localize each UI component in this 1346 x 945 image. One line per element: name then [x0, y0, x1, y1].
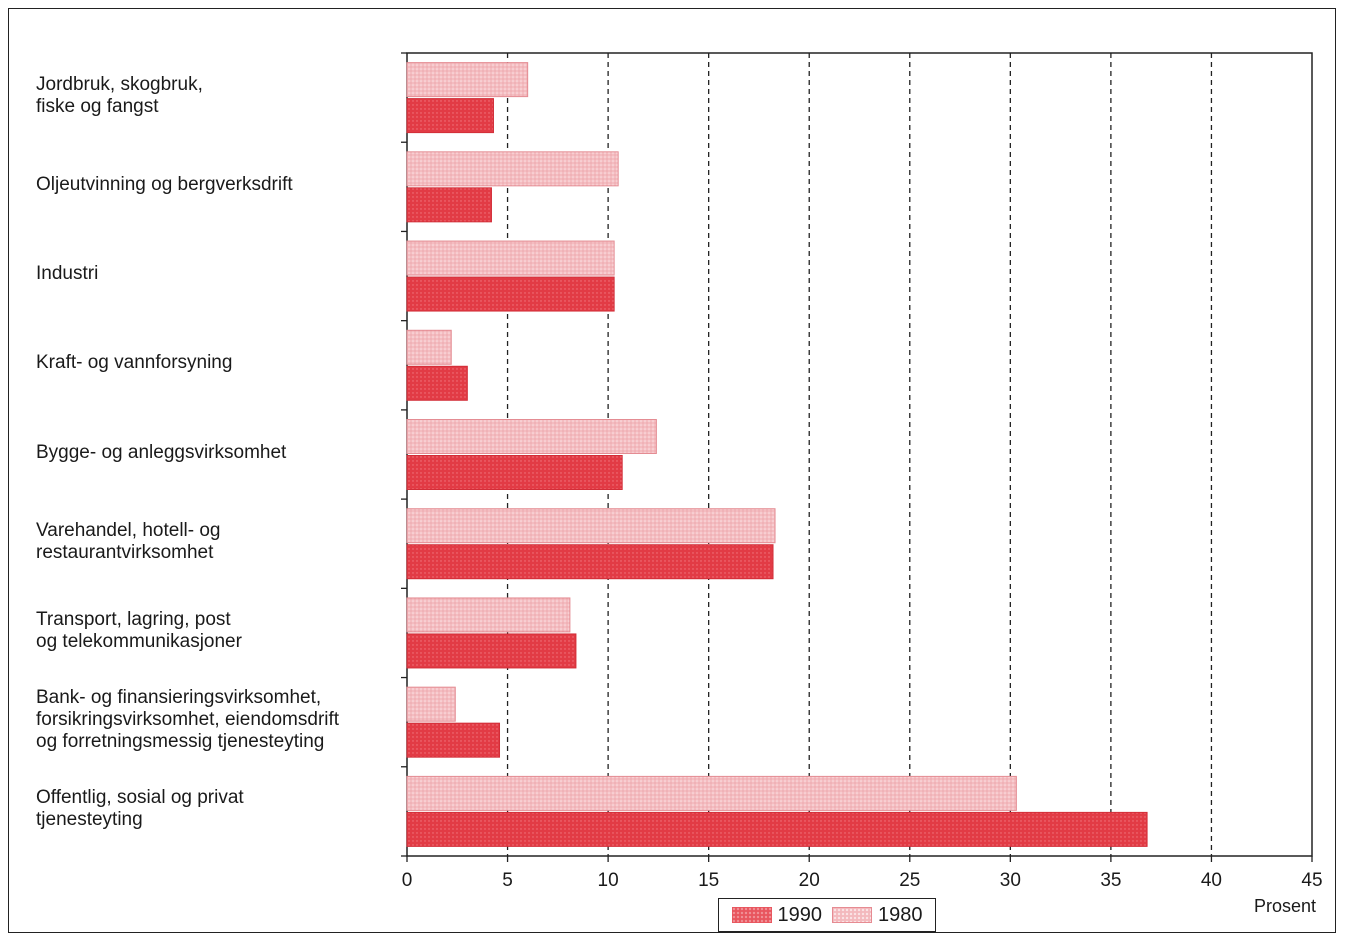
- bar-1980-5: [406, 508, 776, 544]
- category-label-6: Transport, lagring, post og telekommunik…: [36, 608, 242, 652]
- x-tick-label-25: 25: [899, 870, 920, 891]
- x-tick-label-20: 20: [799, 870, 820, 891]
- bar-1990-0: [406, 98, 494, 134]
- legend-item-1980: 1980: [832, 904, 923, 927]
- bar-1990-2: [406, 276, 615, 312]
- x-tick-label-40: 40: [1201, 870, 1222, 891]
- plot-area: [406, 52, 1313, 857]
- category-label-0: Jordbruk, skogbruk, fiske og fangst: [36, 73, 203, 117]
- category-label-7: Bank- og finansieringsvirksomhet, forsik…: [36, 687, 340, 753]
- x-tick-label-45: 45: [1301, 870, 1322, 891]
- bar-1980-4: [406, 419, 657, 454]
- bar-1990-4: [406, 455, 623, 490]
- bar-1980-2: [406, 240, 615, 276]
- legend-item-1990: 1990: [731, 903, 823, 927]
- category-label-4: Bygge- og anleggsvirksomhet: [36, 441, 287, 463]
- legend-label-1990: 1990: [777, 903, 823, 926]
- bar-1980-8: [406, 775, 1017, 811]
- bar-1990-8: [406, 811, 1148, 847]
- legend: 1990 1980: [718, 898, 936, 932]
- bar-1980-1: [406, 151, 619, 187]
- bar-1990-6: [406, 633, 577, 669]
- x-axis-label: Prosent: [1254, 896, 1317, 916]
- bar-1990-3: [406, 365, 468, 401]
- bar-1990-1: [406, 187, 492, 223]
- x-tick-label-30: 30: [1000, 870, 1021, 891]
- x-tick-label-35: 35: [1100, 870, 1121, 891]
- category-label-1: Oljeutvinning og bergverksdrift: [36, 173, 293, 195]
- x-tick-label-10: 10: [598, 870, 619, 891]
- legend-label-1980: 1980: [878, 903, 923, 926]
- x-tick-label-5: 5: [502, 870, 513, 891]
- bar-1980-6: [406, 597, 571, 633]
- legend-swatch-1990: [731, 907, 772, 923]
- category-label-2: Industri: [36, 263, 99, 285]
- category-label-5: Varehandel, hotell- og restaurantvirksom…: [36, 519, 221, 563]
- x-tick-label-15: 15: [698, 870, 719, 891]
- category-label-8: Offentlig, sosial og privat tjenesteytin…: [36, 787, 244, 831]
- legend-swatch-1980: [832, 907, 872, 923]
- category-label-3: Kraft- og vannforsyning: [36, 352, 233, 374]
- bar-1980-7: [406, 686, 456, 722]
- bar-1980-3: [406, 329, 452, 365]
- bar-1990-7: [406, 722, 501, 758]
- bar-1980-0: [406, 62, 529, 98]
- bar-1990-5: [406, 544, 774, 580]
- x-tick-label-0: 0: [402, 870, 413, 891]
- chart-frame: [8, 8, 1336, 933]
